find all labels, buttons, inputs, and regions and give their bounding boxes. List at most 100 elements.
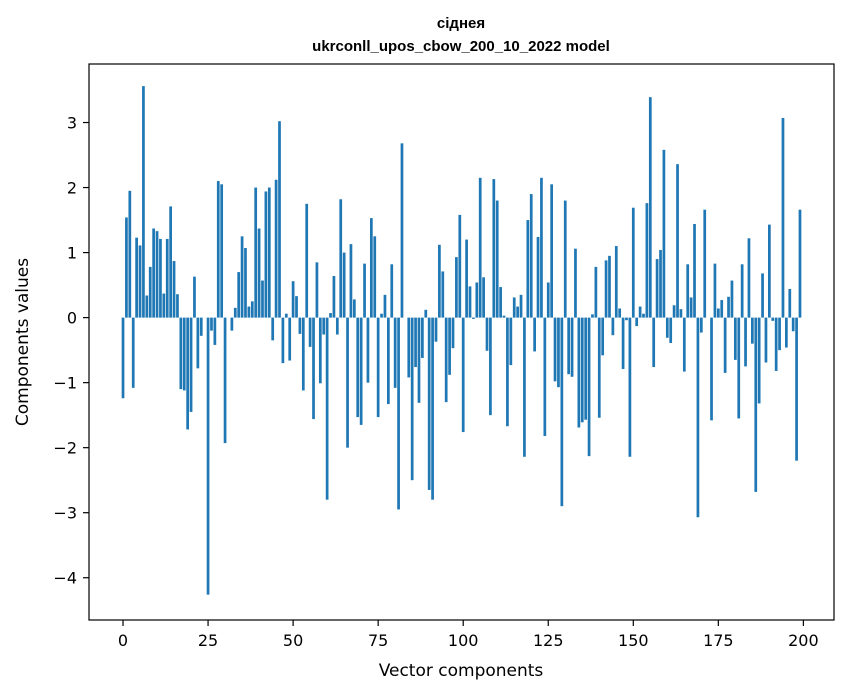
bar-58 xyxy=(318,317,322,384)
bar-126 xyxy=(550,184,554,318)
bar-16 xyxy=(176,294,179,318)
bar-197 xyxy=(791,317,795,332)
x-tick-label: 100 xyxy=(448,631,479,650)
bar-107 xyxy=(485,317,489,351)
bar-171 xyxy=(703,209,707,318)
bar-185 xyxy=(751,317,754,344)
chart-title-line2: ukrconll_upos_cbow_200_10_2022 model xyxy=(312,38,610,55)
bar-124 xyxy=(543,317,547,436)
y-tick-label: −2 xyxy=(53,439,77,458)
bar-138 xyxy=(591,314,594,318)
x-tick-label: 200 xyxy=(788,631,819,650)
bar-132 xyxy=(570,317,574,377)
bar-131 xyxy=(567,317,571,375)
bar-92 xyxy=(434,317,438,342)
bar-114 xyxy=(509,317,513,366)
bar-72 xyxy=(366,317,370,383)
bar-7 xyxy=(145,295,149,318)
bar-90 xyxy=(427,317,431,490)
bar-116 xyxy=(516,306,519,318)
bar-156 xyxy=(652,317,656,368)
bar-23 xyxy=(199,317,203,336)
bar-105 xyxy=(478,177,482,318)
bar-167 xyxy=(689,297,693,318)
bar-74 xyxy=(373,236,377,318)
bar-98 xyxy=(455,257,458,318)
bar-130 xyxy=(563,200,567,318)
bar-134 xyxy=(577,317,581,428)
bar-29 xyxy=(220,184,224,318)
bar-39 xyxy=(254,187,258,318)
bar-88 xyxy=(421,317,424,358)
bar-45 xyxy=(274,179,278,318)
bar-95 xyxy=(444,317,448,403)
bar-2 xyxy=(128,190,132,318)
bar-48 xyxy=(284,313,288,318)
bar-26 xyxy=(210,317,213,331)
bar-183 xyxy=(744,317,747,367)
bar-96 xyxy=(448,317,451,375)
bar-102 xyxy=(468,286,472,318)
bar-178 xyxy=(727,296,730,318)
bar-147 xyxy=(621,317,625,369)
bar-78 xyxy=(387,317,390,405)
bar-143 xyxy=(608,255,611,318)
bar-60 xyxy=(325,317,329,500)
bar-177 xyxy=(723,317,727,373)
bar-151 xyxy=(635,317,639,327)
bar-40 xyxy=(257,228,261,318)
bar-62 xyxy=(332,276,336,318)
bar-100 xyxy=(461,317,465,433)
bar-42 xyxy=(264,191,268,318)
bar-125 xyxy=(546,282,550,318)
bar-15 xyxy=(172,261,176,318)
bar-57 xyxy=(315,262,319,318)
bar-56 xyxy=(312,317,315,420)
bar-51 xyxy=(295,296,298,318)
bar-44 xyxy=(271,317,275,341)
bar-32 xyxy=(230,317,234,331)
bar-170 xyxy=(699,317,703,333)
bar-186 xyxy=(754,317,758,492)
bar-163 xyxy=(676,164,679,318)
bar-35 xyxy=(240,236,244,318)
bar-80 xyxy=(393,317,397,388)
bar-115 xyxy=(512,297,516,318)
bar-11 xyxy=(159,238,162,318)
bar-10 xyxy=(155,231,159,318)
bar-123 xyxy=(540,177,543,318)
bar-106 xyxy=(482,277,485,318)
bar-135 xyxy=(580,317,584,423)
bar-21 xyxy=(193,276,196,318)
bar-104 xyxy=(475,282,479,318)
bar-173 xyxy=(710,317,713,421)
bar-111 xyxy=(499,287,502,318)
bar-195 xyxy=(785,317,788,348)
bar-112 xyxy=(502,315,506,318)
bar-94 xyxy=(441,271,445,318)
bar-191 xyxy=(771,317,775,321)
bar-166 xyxy=(686,264,690,318)
bar-27 xyxy=(213,317,217,345)
bar-162 xyxy=(672,305,676,318)
y-tick-label: −4 xyxy=(53,569,77,588)
bar-66 xyxy=(346,317,349,448)
bar-120 xyxy=(529,194,533,318)
bar-1 xyxy=(125,217,128,318)
bar-25 xyxy=(206,317,210,595)
bar-133 xyxy=(574,248,577,318)
bar-175 xyxy=(716,308,720,318)
bar-73 xyxy=(369,218,373,318)
y-axis-ticks: −4 −3 −2 −1 0 1 2 3 xyxy=(53,114,89,588)
bar-65 xyxy=(342,252,346,318)
bar-37 xyxy=(247,306,251,318)
bar-193 xyxy=(778,317,781,351)
bar-153 xyxy=(642,313,645,318)
bar-129 xyxy=(560,317,564,507)
bar-109 xyxy=(492,179,496,318)
bar-169 xyxy=(696,317,700,518)
bar-176 xyxy=(720,300,724,318)
bar-161 xyxy=(669,317,673,343)
bar-119 xyxy=(526,220,530,318)
